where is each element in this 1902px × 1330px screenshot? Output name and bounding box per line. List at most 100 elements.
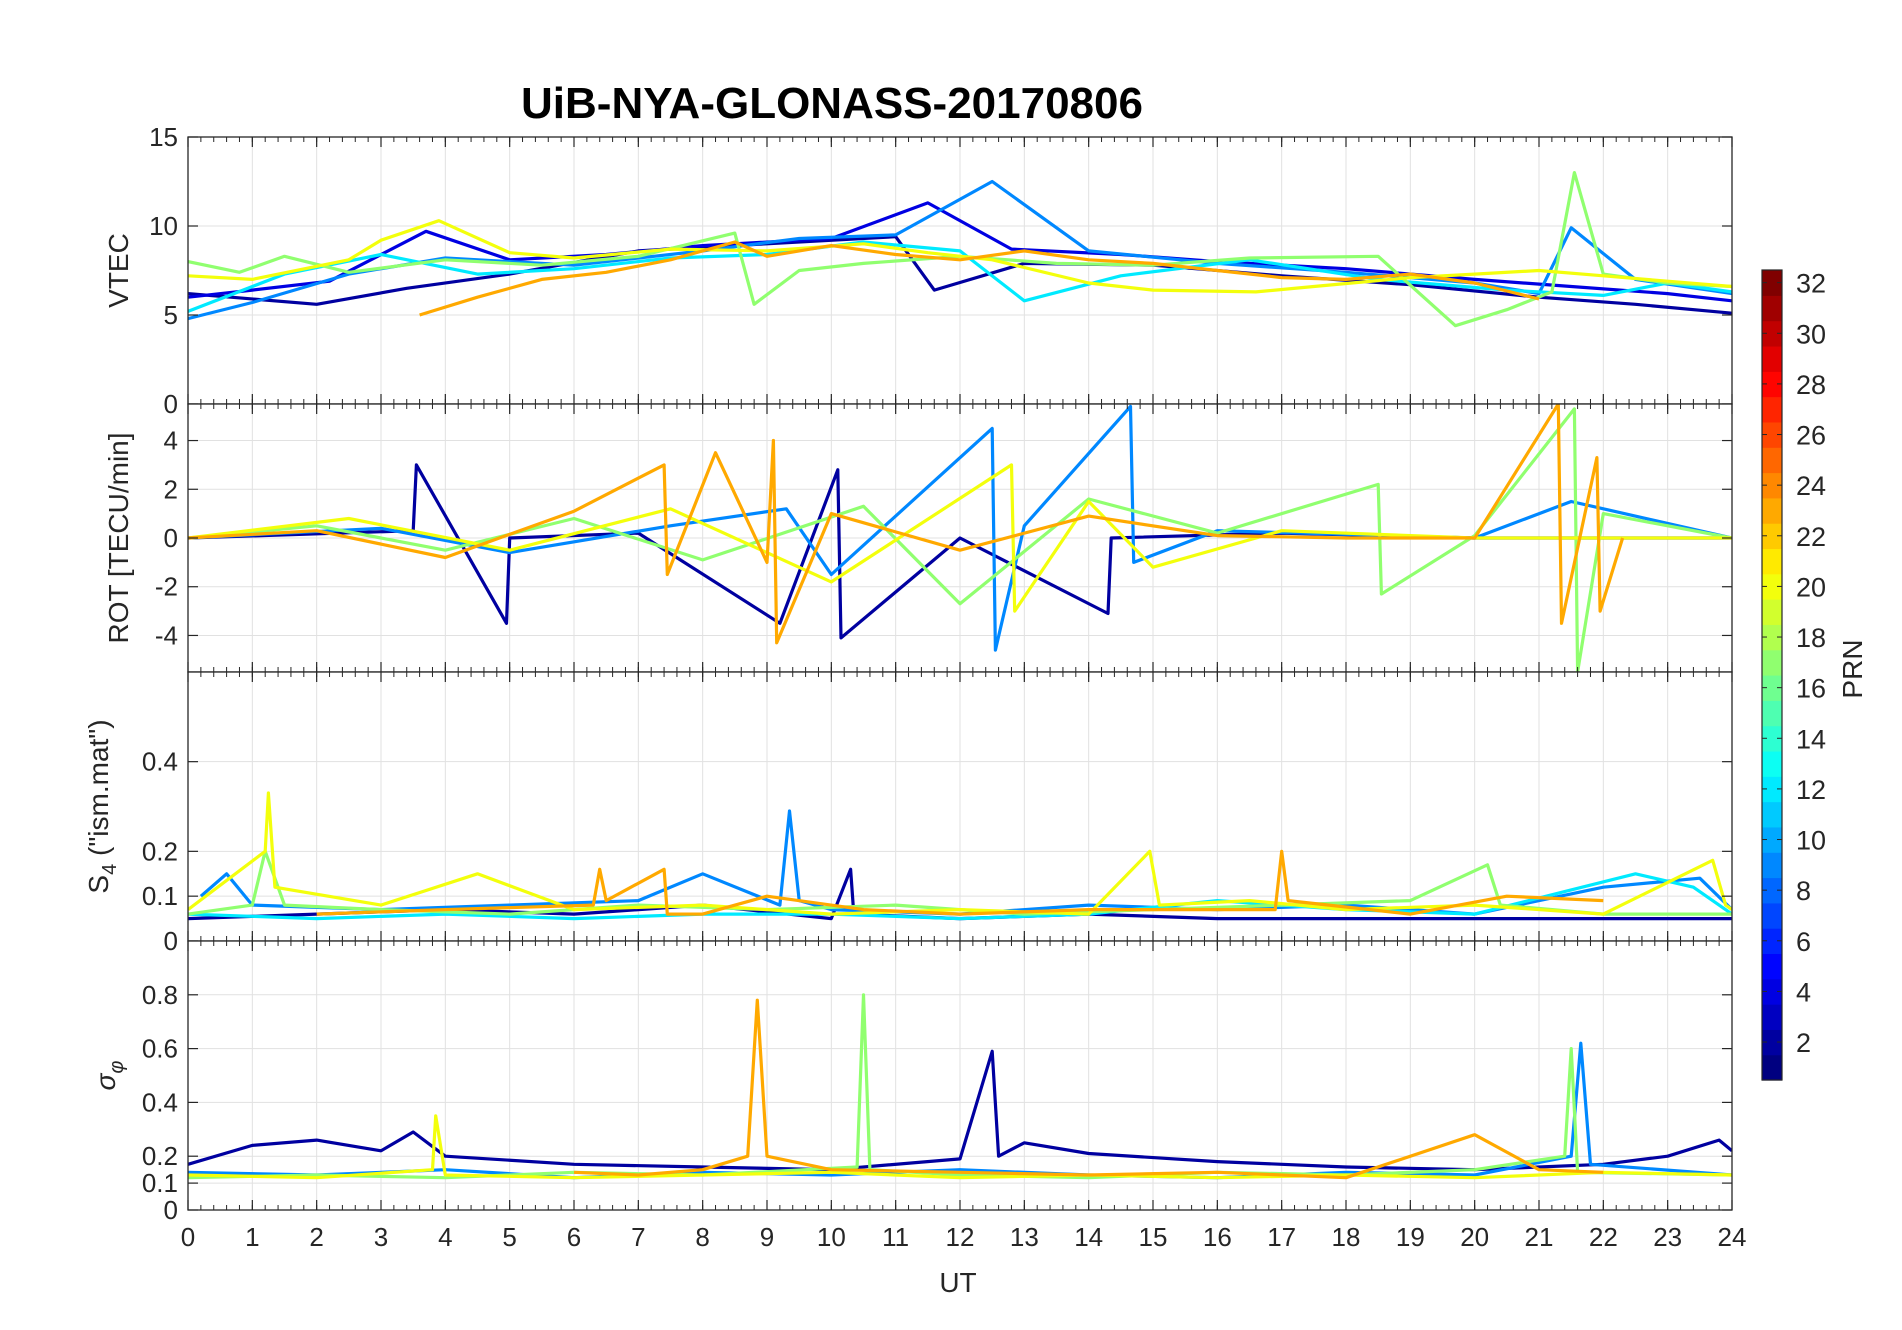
colorbar-swatch <box>1762 447 1782 474</box>
colorbar-tick-label: 28 <box>1796 370 1826 400</box>
panel-sigma_phi: 00.10.2 0.4 0.6 0.8 σφ <box>90 940 1733 1225</box>
x-tick-label: 6 <box>567 1222 581 1252</box>
y-tick-label: 0.2 <box>142 1141 178 1171</box>
x-tick-label: 4 <box>438 1222 452 1252</box>
colorbar-swatch <box>1762 700 1782 727</box>
colorbar-swatch <box>1762 270 1782 296</box>
y-tick-label: 4 <box>164 426 178 456</box>
series-group <box>188 993 1732 1180</box>
colorbar-tick-label: 24 <box>1796 471 1826 501</box>
x-tick-label: 16 <box>1203 1222 1232 1252</box>
colorbar-swatch <box>1762 978 1782 1005</box>
colorbar-tick-label: 26 <box>1796 421 1826 451</box>
series-line-prn-20 <box>188 1114 1732 1180</box>
x-axis-label: UT <box>939 1267 976 1298</box>
colorbar-swatch <box>1762 345 1782 372</box>
y-axis-label: σφ <box>90 1061 128 1091</box>
y-axis-label: ROT [TECU/min] <box>103 432 134 643</box>
colorbar-swatch <box>1762 548 1782 575</box>
x-tick-label: 8 <box>695 1222 709 1252</box>
colorbar-swatch <box>1762 320 1782 347</box>
colorbar-swatch <box>1762 599 1782 625</box>
series-line-prn-2 <box>188 235 1732 315</box>
series-line-prn-23 <box>419 240 1540 317</box>
colorbar-label: PRN <box>1837 639 1868 698</box>
y-tick-label: -2 <box>155 572 178 602</box>
y-tick-label: 0 <box>164 523 178 553</box>
colorbar-swatch <box>1762 877 1782 904</box>
series-line-prn-17 <box>188 993 1732 1180</box>
y-tick-label: 15 <box>149 122 178 152</box>
x-tick-label: 3 <box>374 1222 388 1252</box>
x-tick-label: 24 <box>1718 1222 1747 1252</box>
colorbar-frame <box>1761 269 1783 1081</box>
y-tick-label: 0.4 <box>142 1087 178 1117</box>
colorbar-tick-label: 20 <box>1796 572 1826 602</box>
colorbar-tick-label: 14 <box>1796 724 1826 754</box>
x-tick-label: 15 <box>1139 1222 1168 1252</box>
colorbar-swatch <box>1762 371 1782 398</box>
axes-frame <box>187 940 1733 1211</box>
colorbar-swatch <box>1762 1029 1782 1056</box>
y-tick-label: 0 <box>164 926 178 956</box>
colorbar-tick-label: 2 <box>1796 1028 1811 1058</box>
colorbar-swatch <box>1762 573 1782 600</box>
x-tick-label: 5 <box>502 1222 516 1252</box>
colorbar-swatch <box>1762 421 1782 448</box>
x-tick-label: 11 <box>882 1222 909 1252</box>
colorbar-tick-label: 30 <box>1796 319 1826 349</box>
x-tick-label: 9 <box>760 1222 774 1252</box>
series-line-prn-12 <box>188 872 1732 921</box>
y-axis-label: VTEC <box>103 233 134 308</box>
colorbar-tick-label: 4 <box>1796 977 1811 1007</box>
panel-s4: 0 0.1 0.2 0.4 S4 ("ism.mat") <box>83 671 1733 956</box>
panel-vtec: 0 5 10 15 VTEC <box>103 122 1733 419</box>
y-tick-label: -4 <box>155 620 178 650</box>
colorbar-swatch <box>1762 953 1782 980</box>
x-tick-label: 20 <box>1460 1222 1489 1252</box>
series-line-prn-23 <box>573 998 1604 1180</box>
x-tick-label: 19 <box>1396 1222 1425 1252</box>
panel-rot: -4 -2 0 2 4 ROT [TECU/min] <box>103 403 1733 673</box>
series-group <box>188 404 1732 672</box>
y-tick-label: 10 <box>149 211 178 241</box>
series-line-prn-2 <box>188 1049 1732 1172</box>
x-tick-label: 14 <box>1074 1222 1103 1252</box>
colorbar-swatch <box>1762 624 1782 651</box>
series-group <box>188 171 1732 328</box>
series-group <box>188 791 1732 921</box>
x-tick-label: 18 <box>1332 1222 1361 1252</box>
x-tick-label: 17 <box>1267 1222 1296 1252</box>
x-tick-label: 23 <box>1653 1222 1682 1252</box>
colorbar-swatch <box>1762 826 1782 853</box>
colorbar-swatch <box>1762 750 1782 777</box>
colorbar-swatch <box>1762 902 1782 929</box>
colorbar-tick-label: 16 <box>1796 674 1826 704</box>
y-tick-label: 0 <box>164 1195 178 1225</box>
y-tick-label: 0.1 <box>142 1168 178 1198</box>
x-tick-label: 13 <box>1010 1222 1039 1252</box>
colorbar-swatch <box>1762 776 1782 803</box>
colorbar-swatch <box>1762 1054 1782 1081</box>
y-tick-label: 0.4 <box>142 747 178 777</box>
series-line-prn-23 <box>188 404 1625 645</box>
colorbar-tick-label: 18 <box>1796 623 1826 653</box>
colorbar-swatch <box>1762 295 1782 322</box>
colorbar-swatch <box>1762 725 1782 752</box>
colorbar-swatch <box>1762 928 1782 955</box>
colorbar-swatch <box>1762 801 1782 828</box>
colorbar-tick-label: 12 <box>1796 775 1826 805</box>
colorbar-tick-label: 22 <box>1796 522 1826 552</box>
x-tick-label: 21 <box>1525 1222 1554 1252</box>
y-tick-label: 0.1 <box>142 881 178 911</box>
colorbar-swatch <box>1762 675 1782 701</box>
x-tick-label: 12 <box>946 1222 975 1252</box>
y-tick-label: 2 <box>164 474 178 504</box>
colorbar-tick-label: 6 <box>1796 927 1811 957</box>
colorbar-swatch <box>1762 497 1782 524</box>
x-tick-label: 2 <box>309 1222 323 1252</box>
chart-title: UiB-NYA-GLONASS-20170806 <box>521 79 1143 128</box>
colorbar-tick-label: 32 <box>1796 269 1826 299</box>
